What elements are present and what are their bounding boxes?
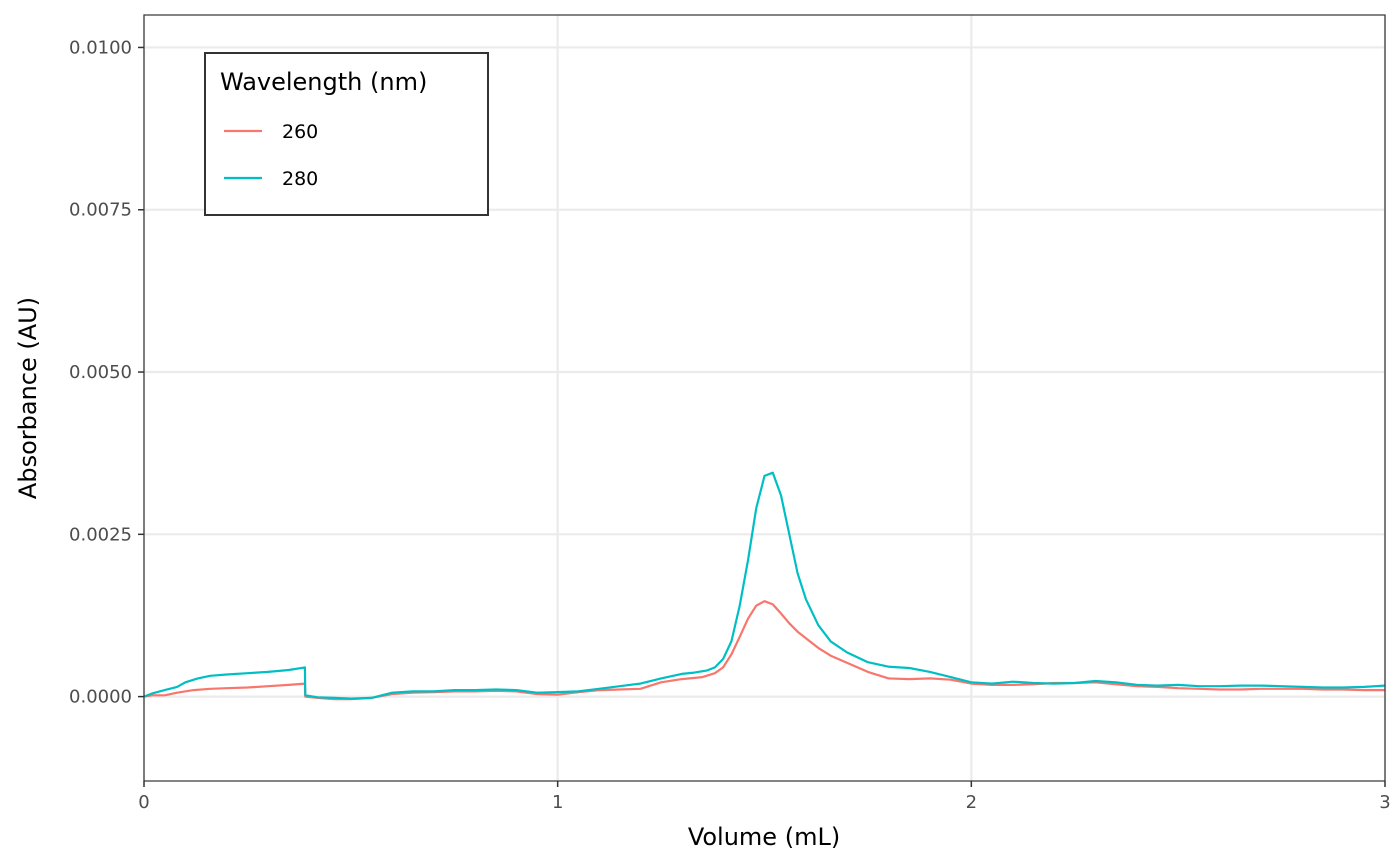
legend-label-260: 260 [282,121,318,143]
y-tick-label: 0.0000 [69,687,132,708]
x-tick-label: 2 [966,792,977,813]
x-axis-title: Volume (mL) [688,823,840,851]
series-line-280 [143,471,1386,700]
panel-border [143,14,1386,782]
y-tick-label: 0.0100 [69,37,132,58]
legend: Wavelength (nm) 260 280 [204,52,489,216]
y-tick-label: 0.0075 [69,200,132,221]
legend-box [204,52,489,216]
x-tick-label: 3 [1379,792,1390,813]
x-axis: 0 1 2 3 [138,781,1391,813]
y-axis-title: Absorbance (AU) [14,297,42,499]
x-tick-label: 0 [138,792,149,813]
x-tick-label: 1 [552,792,563,813]
y-tick-label: 0.0025 [69,524,132,545]
series-lines [143,471,1386,701]
y-axis: 0.0000 0.0025 0.0050 0.0075 0.0100 [69,37,144,708]
legend-label-280: 280 [282,168,318,190]
y-tick-label: 0.0050 [69,362,132,383]
legend-title: Wavelength (nm) [220,68,427,96]
